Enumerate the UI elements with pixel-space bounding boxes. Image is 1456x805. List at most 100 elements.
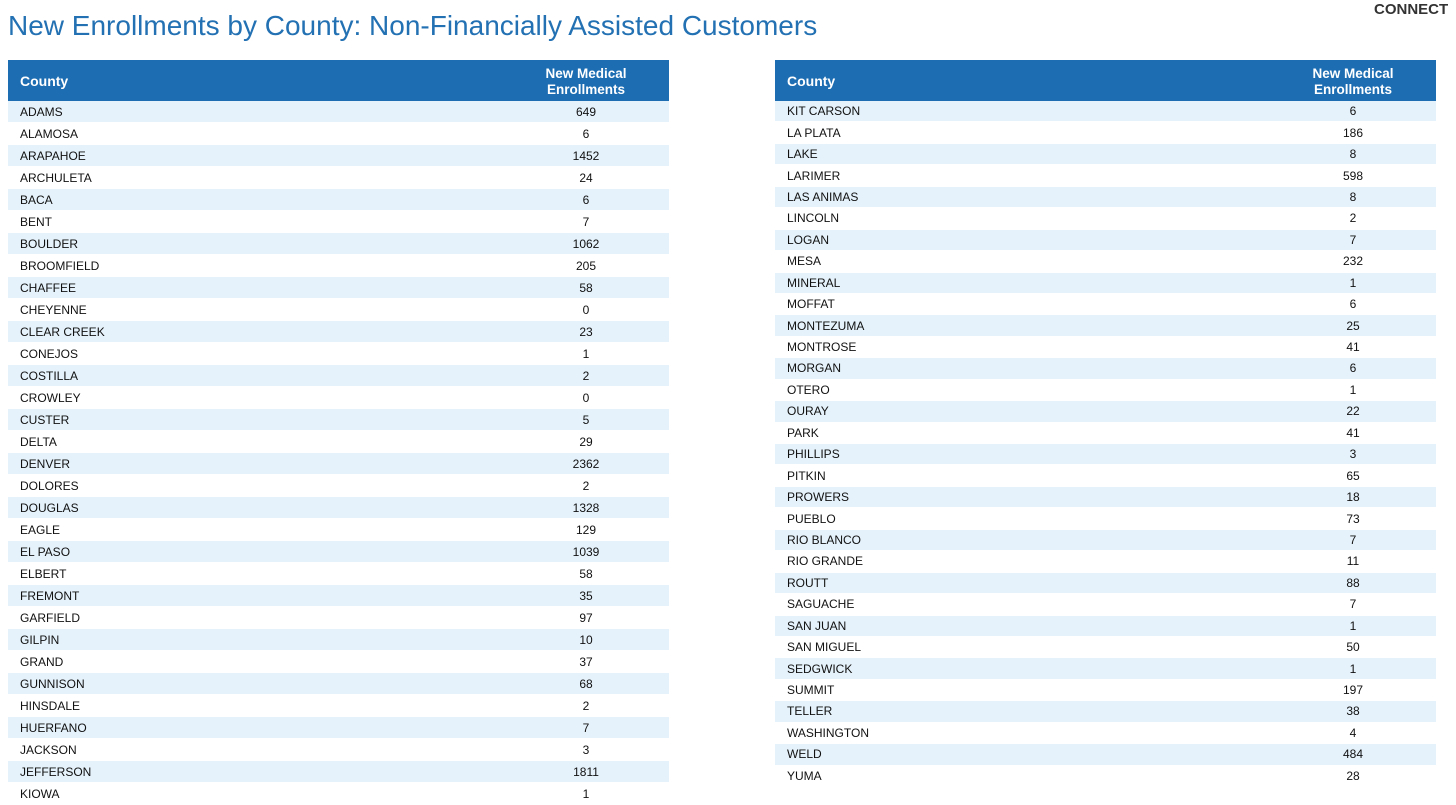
table-row: MONTEZUMA 25 bbox=[775, 315, 1436, 337]
table-row: OTERO 1 bbox=[775, 380, 1436, 402]
table-row: ARAPAHOE 1452 bbox=[8, 145, 669, 167]
enrollment-count: 2362 bbox=[572, 456, 600, 471]
enrollment-count: 2 bbox=[582, 698, 590, 713]
enrollment-count: 8 bbox=[1349, 147, 1357, 162]
table-header: County New Medical Enrollments bbox=[8, 60, 669, 101]
table-row: MONTROSE 41 bbox=[775, 337, 1436, 359]
page-title: New Enrollments by County: Non-Financial… bbox=[8, 10, 818, 41]
enrollment-count: 7 bbox=[582, 720, 590, 735]
county-name: LINCOLN bbox=[787, 211, 840, 226]
enrollment-count: 50 bbox=[1346, 640, 1360, 655]
table-row: WASHINGTON 4 bbox=[775, 723, 1436, 745]
table-row: SAN JUAN 1 bbox=[775, 615, 1436, 637]
county-name: LA PLATA bbox=[787, 125, 841, 140]
table-body: KIT CARSON 6 LA PLATA 186 LAKE 8 LARIMER 598 LAS… bbox=[775, 101, 1436, 787]
table-row: ELBERT 58 bbox=[8, 563, 669, 585]
enrollment-count: 37 bbox=[579, 654, 593, 669]
table-row: BROOMFIELD 205 bbox=[8, 255, 669, 277]
county-name: MINERAL bbox=[787, 275, 841, 290]
table-row: KIT CARSON 6 bbox=[775, 101, 1436, 123]
enrollment-count: 41 bbox=[1346, 340, 1360, 355]
enrollment-count: 65 bbox=[1346, 468, 1360, 483]
enrollment-count: 88 bbox=[1346, 575, 1360, 590]
county-name: MONTROSE bbox=[787, 340, 857, 355]
enrollment-count: 1062 bbox=[572, 236, 600, 251]
table-row: SAGUACHE 7 bbox=[775, 594, 1436, 616]
table-row: MOFFAT 6 bbox=[775, 294, 1436, 316]
table-row: LARIMER 598 bbox=[775, 165, 1436, 187]
enrollment-count: 6 bbox=[582, 192, 590, 207]
table-row: PITKIN 65 bbox=[775, 465, 1436, 487]
county-name: SEDGWICK bbox=[787, 661, 853, 676]
enrollment-count: 7 bbox=[1349, 597, 1357, 612]
table-row: RIO GRANDE 11 bbox=[775, 551, 1436, 573]
table-row: DOUGLAS 1328 bbox=[8, 497, 669, 519]
county-name: MONTEZUMA bbox=[787, 318, 865, 333]
enrollment-count: 3 bbox=[582, 742, 590, 757]
table-row: DELTA 29 bbox=[8, 431, 669, 453]
enrollment-count: 1328 bbox=[572, 500, 600, 515]
county-name: CROWLEY bbox=[20, 390, 81, 405]
table: County New Medical Enrollments KIT CARSON 6… bbox=[775, 60, 1436, 787]
enrollment-count: 6 bbox=[582, 126, 590, 141]
enrollment-count: 2 bbox=[1349, 211, 1357, 226]
county-name: PITKIN bbox=[787, 468, 826, 483]
county-name: BOULDER bbox=[20, 236, 79, 251]
table-row: YUMA 28 bbox=[775, 766, 1436, 787]
table: County New Medical Enrollments ADAMS 649 ALA… bbox=[8, 60, 669, 805]
table-row: BACA 6 bbox=[8, 189, 669, 211]
enrollment-count: 1 bbox=[582, 346, 590, 361]
table-row: LAS ANIMAS 8 bbox=[775, 186, 1436, 209]
enrollment-count: 97 bbox=[579, 610, 593, 625]
table-row: RIO BLANCO 7 bbox=[775, 529, 1436, 552]
enrollment-count: 22 bbox=[1346, 404, 1360, 419]
enrollment-count: 1 bbox=[1349, 275, 1357, 290]
table-row: SAN MIGUEL 50 bbox=[775, 637, 1436, 659]
enrollment-count: 232 bbox=[1342, 254, 1364, 269]
county-name: JEFFERSON bbox=[20, 764, 92, 779]
county-name: GARFIELD bbox=[20, 610, 81, 625]
table-row: KIOWA 1 bbox=[8, 783, 669, 805]
county-name: OURAY bbox=[787, 404, 829, 419]
enrollment-count: 73 bbox=[1346, 511, 1360, 526]
enrollment-count: 38 bbox=[1346, 704, 1360, 719]
table-row: COSTILLA 2 bbox=[8, 365, 669, 387]
county-name: DELTA bbox=[20, 434, 57, 449]
enrollment-count: 6 bbox=[1349, 104, 1357, 119]
enrollment-count: 35 bbox=[579, 588, 593, 603]
enrollment-count: 28 bbox=[1346, 768, 1360, 783]
table-row: HINSDALE 2 bbox=[8, 695, 669, 717]
county-name: PHILLIPS bbox=[787, 447, 840, 462]
county-name: BENT bbox=[20, 214, 53, 229]
county-name: DOLORES bbox=[20, 478, 79, 493]
enrollment-count: 1 bbox=[1349, 618, 1357, 633]
enrollment-count: 6 bbox=[1349, 297, 1357, 312]
county-name: CLEAR CREEK bbox=[20, 324, 105, 339]
county-name: WASHINGTON bbox=[787, 725, 870, 740]
table-row: ARCHULETA 24 bbox=[8, 167, 669, 189]
table-body: ADAMS 649 ALAMOSA 6 ARAPAHOE 1452 ARCHULETA 24 B… bbox=[8, 101, 669, 805]
table-row: HUERFANO 7 bbox=[8, 717, 669, 739]
county-name: RIO BLANCO bbox=[787, 532, 862, 547]
county-name: ARAPAHOE bbox=[20, 148, 86, 163]
table-row: EAGLE 129 bbox=[8, 519, 669, 541]
table-row: SUMMIT 197 bbox=[775, 680, 1436, 702]
table-row: BOULDER 1062 bbox=[8, 233, 669, 255]
county-name: LAS ANIMAS bbox=[787, 189, 859, 204]
enrollment-count: 1811 bbox=[573, 764, 599, 779]
enrollment-count: 2 bbox=[582, 368, 590, 383]
enrollment-count: 58 bbox=[579, 566, 593, 581]
enrollment-count: 129 bbox=[575, 522, 597, 537]
county-name: PROWERS bbox=[787, 490, 850, 505]
table-row: FREMONT 35 bbox=[8, 585, 669, 607]
enrollment-count: 205 bbox=[575, 258, 597, 273]
table-row: LINCOLN 2 bbox=[775, 208, 1436, 230]
enrollment-count: 4 bbox=[1349, 725, 1357, 740]
table-row: ADAMS 649 bbox=[8, 101, 669, 123]
county-name: PUEBLO bbox=[787, 511, 836, 526]
county-name: FREMONT bbox=[20, 588, 80, 603]
county-name: ELBERT bbox=[20, 566, 67, 581]
enrollment-count: 186 bbox=[1342, 125, 1364, 140]
county-name: MESA bbox=[787, 254, 822, 269]
enrollment-count: 0 bbox=[582, 390, 590, 405]
